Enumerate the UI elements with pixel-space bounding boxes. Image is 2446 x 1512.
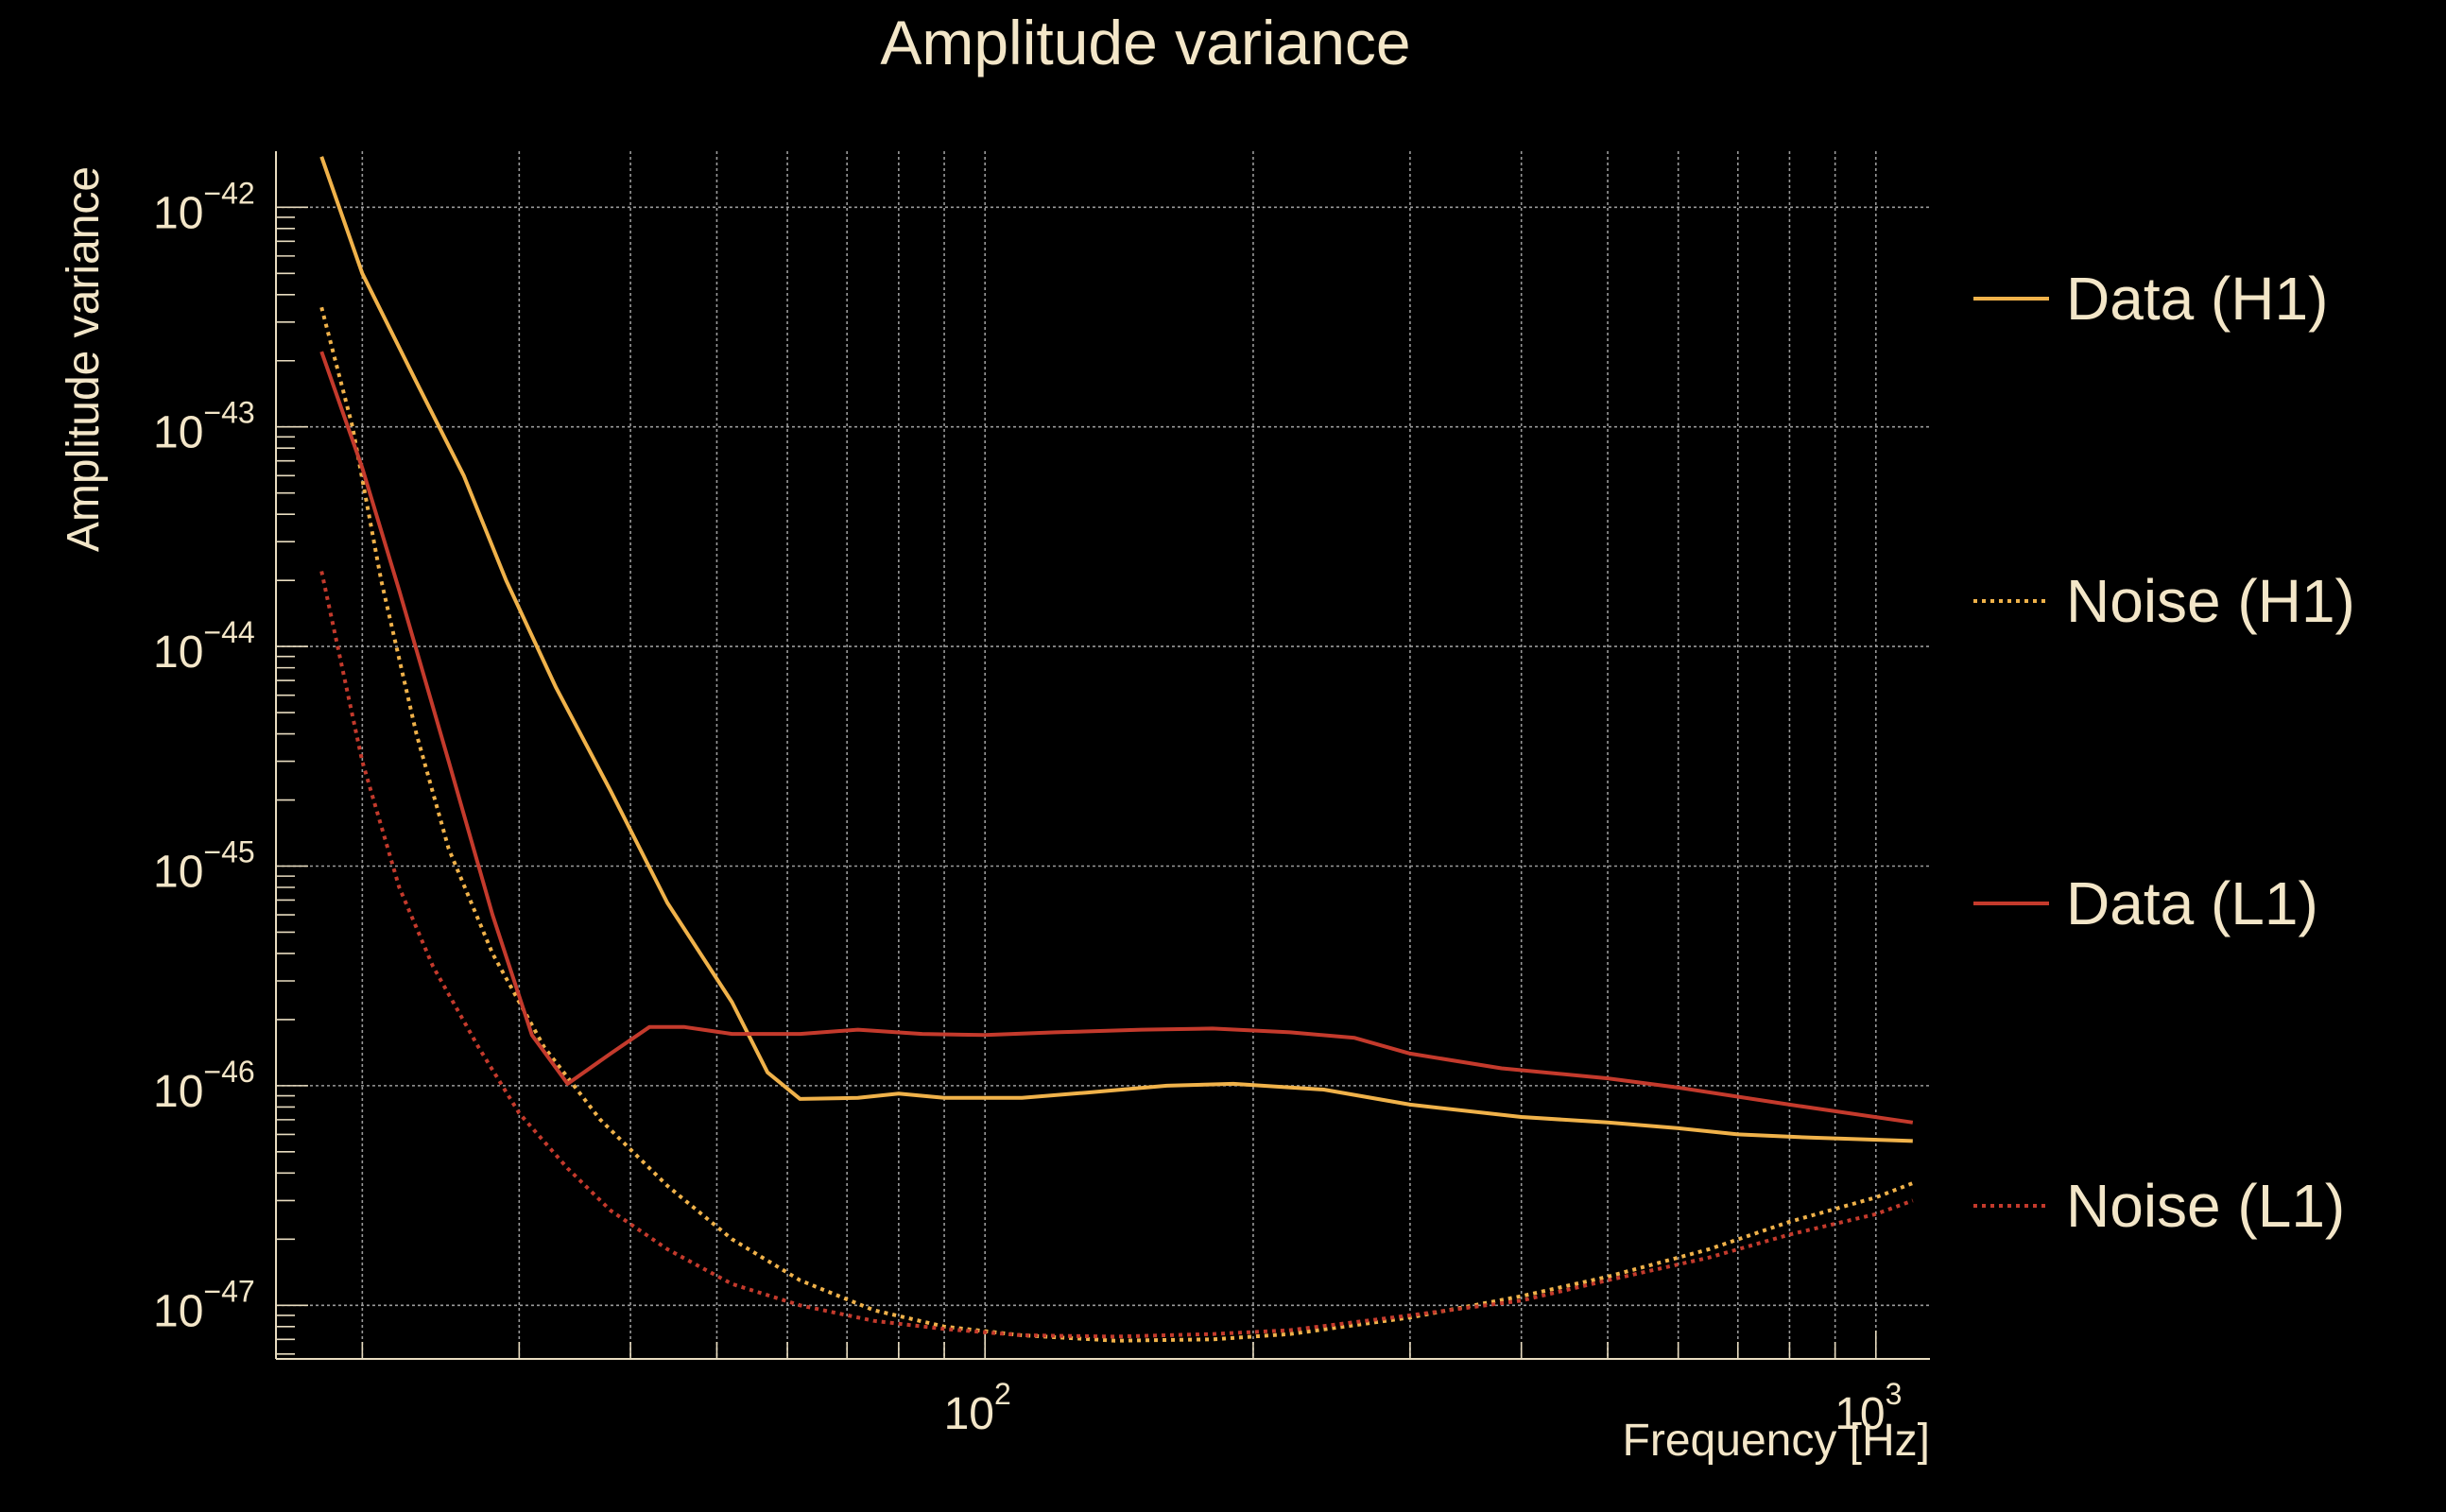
chart-title: Amplitude variance — [880, 8, 1410, 77]
series-line-data-l1 — [319, 351, 1914, 1125]
legend-label: Noise (L1) — [2066, 1172, 2345, 1240]
y-tick-label: 10−44 — [153, 615, 255, 678]
axes: 10−42 10−43 10−44 10−45 10−46 10−47 102 103 — [153, 151, 1930, 1439]
legend-label: Data (L1) — [2066, 869, 2318, 937]
legend-item-noise-h1: Noise (H1) — [1973, 567, 2355, 635]
legend-label: Noise (H1) — [2066, 567, 2355, 635]
y-tick-label: 10−45 — [153, 834, 255, 897]
series-line-noise-h1 — [319, 306, 1914, 1343]
x-tick-label: 103 — [1834, 1377, 1902, 1439]
x-tick-label: 102 — [944, 1377, 1011, 1439]
grid — [276, 151, 1930, 1359]
legend-item-data-h1: Data (H1) — [1973, 265, 2328, 333]
legend-item-data-l1: Data (L1) — [1973, 869, 2318, 937]
legend-item-noise-l1: Noise (L1) — [1973, 1172, 2345, 1240]
y-tick-label: 10−43 — [153, 396, 255, 458]
y-tick-label: 10−47 — [153, 1274, 255, 1336]
series-line-noise-l1 — [319, 571, 1914, 1339]
x-axis-label: Frequency [Hz] — [1623, 1416, 1930, 1466]
y-tick-label: 10−42 — [153, 176, 255, 238]
series-layer — [319, 156, 1914, 1343]
legend: Data (H1) Noise (H1) Data (L1) Noise (L1) — [1973, 265, 2355, 1240]
legend-label: Data (H1) — [2066, 265, 2328, 333]
series-line-data-h1 — [319, 156, 1913, 1143]
y-axis-label: Amplitude variance — [59, 166, 109, 552]
y-tick-label: 10−46 — [153, 1055, 255, 1117]
